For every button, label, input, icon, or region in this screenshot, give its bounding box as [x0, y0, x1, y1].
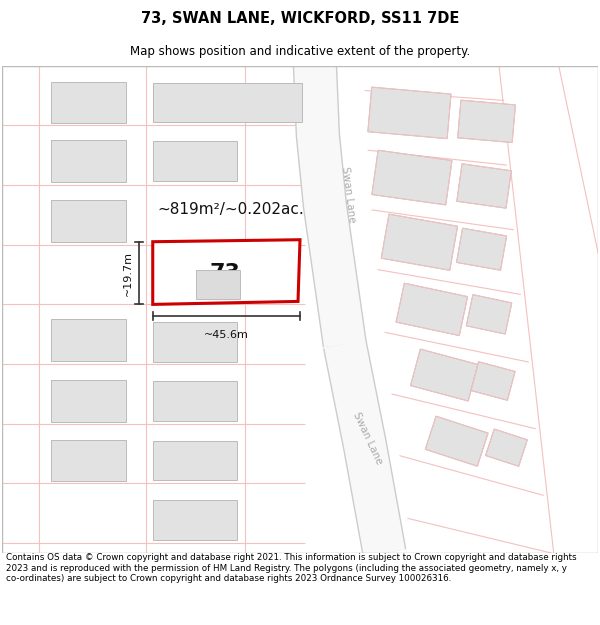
Text: ~819m²/~0.202ac.: ~819m²/~0.202ac. [157, 202, 304, 217]
Bar [51, 440, 126, 481]
Bar [153, 82, 302, 122]
Bar [51, 319, 126, 361]
Bar [51, 380, 126, 422]
Bar [485, 429, 527, 466]
Bar [51, 200, 126, 242]
Bar [368, 87, 451, 139]
Bar [153, 141, 238, 181]
Bar [153, 441, 238, 481]
Text: ~19.7m: ~19.7m [123, 251, 133, 296]
Bar [153, 82, 238, 122]
Text: 73: 73 [210, 262, 241, 282]
Bar [153, 501, 238, 540]
Bar [51, 140, 126, 182]
Bar [410, 349, 478, 401]
Bar [368, 87, 451, 139]
Bar [458, 100, 515, 142]
Bar [457, 164, 511, 208]
Bar [471, 362, 515, 401]
Bar [51, 81, 126, 123]
Text: Swan Lane: Swan Lane [340, 166, 357, 224]
Bar [396, 283, 467, 336]
Bar [457, 228, 506, 270]
Bar [471, 362, 515, 401]
Bar [381, 214, 458, 270]
Text: 73, SWAN LANE, WICKFORD, SS11 7DE: 73, SWAN LANE, WICKFORD, SS11 7DE [141, 11, 459, 26]
Text: ~45.6m: ~45.6m [204, 330, 249, 340]
Bar [372, 150, 452, 205]
Text: Contains OS data © Crown copyright and database right 2021. This information is : Contains OS data © Crown copyright and d… [6, 553, 577, 583]
Bar [466, 294, 512, 334]
Bar [485, 429, 527, 466]
Bar [153, 381, 238, 421]
Bar [457, 228, 506, 270]
Bar [196, 269, 241, 299]
Bar [372, 150, 452, 205]
Bar [458, 100, 515, 142]
Bar [425, 416, 488, 466]
Bar [381, 214, 458, 270]
Text: Swan Lane: Swan Lane [351, 411, 384, 466]
Bar [410, 349, 478, 401]
Bar [457, 164, 511, 208]
Text: Map shows position and indicative extent of the property.: Map shows position and indicative extent… [130, 45, 470, 58]
Polygon shape [153, 240, 300, 304]
Bar [396, 283, 467, 336]
Bar [466, 294, 512, 334]
Bar [425, 416, 488, 466]
Bar [153, 322, 238, 362]
